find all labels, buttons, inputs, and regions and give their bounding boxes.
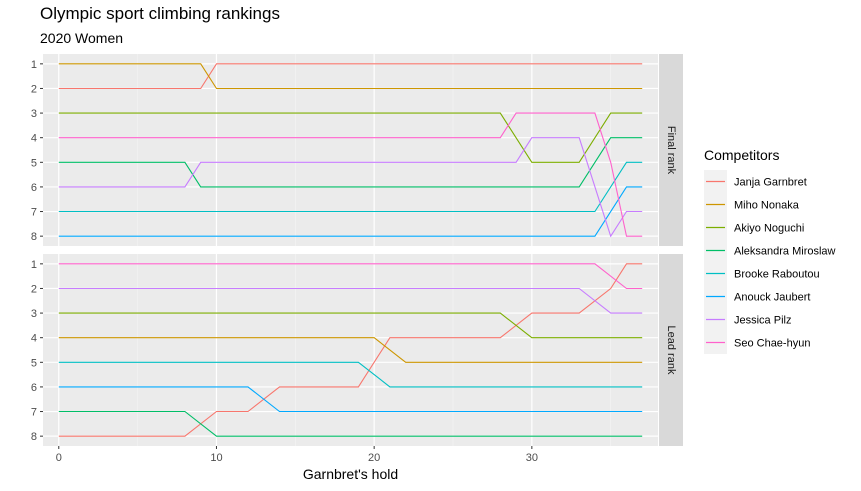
facet-strip [659,54,683,246]
series-line [58,312,643,339]
facet-strip-label: Final rank [665,126,677,175]
facet-strip-label: Lead rank [665,326,677,375]
legend-label: Seo Chae-hyun [734,338,810,350]
legend-label: Jessica Pilz [734,315,791,327]
x-tick-label: 20 [368,452,380,464]
y-tick-label: 8 [31,231,37,243]
facet-strip [659,254,683,446]
x-tick-label: 10 [210,452,222,464]
x-tick-label: 30 [526,452,538,464]
y-tick-label: 6 [31,382,37,394]
y-tick-label: 7 [31,207,37,219]
series-line [58,361,643,388]
y-tick-label: 2 [31,283,37,295]
y-tick-label: 6 [31,182,37,194]
y-tick-label: 4 [31,333,37,345]
panel-background [43,54,658,246]
series-line [58,186,643,237]
series-line [58,337,643,363]
series-line [58,112,643,163]
series-line [58,410,643,437]
y-tick-label: 2 [31,83,37,95]
legend-title: Competitors [704,147,779,163]
series-line [58,263,643,290]
y-tick-label: 8 [31,431,37,443]
series-line [58,287,643,314]
y-tick-label: 5 [31,157,37,169]
legend-label: Aleksandra Miroslaw [734,246,836,258]
y-tick-label: 5 [31,357,37,369]
panel-background [43,254,658,446]
x-tick-label: 0 [56,452,62,464]
legend-label: Janja Garnbret [734,177,807,189]
y-tick-label: 7 [31,407,37,419]
series-line [58,63,643,90]
y-tick-label: 1 [31,59,37,71]
chart-title: Olympic sport climbing rankings [40,4,280,23]
legend-label: Anouck Jaubert [734,292,810,304]
series-line [58,161,643,213]
chart-subtitle: 2020 Women [40,30,124,46]
series-line [58,386,643,413]
series-line [58,137,643,238]
y-tick-label: 3 [31,308,37,320]
legend-label: Brooke Raboutou [734,269,820,281]
series-line [58,263,643,437]
legend-label: Miho Nonaka [734,200,800,212]
series-line [58,112,643,237]
y-tick-label: 1 [31,259,37,271]
y-tick-label: 4 [31,133,37,145]
legend-label: Akiyo Noguchi [734,223,804,235]
series-line [58,137,643,188]
x-axis-title: Garnbret's hold [303,466,398,482]
y-tick-label: 3 [31,108,37,120]
